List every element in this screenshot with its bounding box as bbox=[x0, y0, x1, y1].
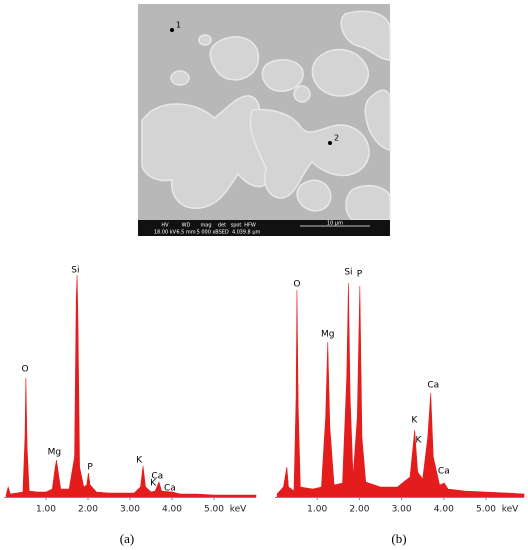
peak-label: P bbox=[87, 463, 93, 473]
info-header: HFW bbox=[244, 223, 256, 229]
peak-label: Mg bbox=[321, 330, 334, 340]
x-tick-label: 2.00 bbox=[78, 505, 98, 515]
peak-label: Ca bbox=[427, 381, 439, 391]
peak-label: K bbox=[136, 456, 143, 466]
caption: (b) bbox=[391, 531, 406, 546]
sem-point-label: 1 bbox=[176, 21, 181, 30]
info-bar bbox=[138, 220, 390, 236]
sem-point-label: 2 bbox=[334, 134, 339, 143]
spectrum bbox=[5, 274, 257, 498]
x-tick-label: 3.00 bbox=[392, 505, 412, 515]
x-tick-label: 4.00 bbox=[434, 505, 454, 515]
sem-grains bbox=[141, 10, 391, 221]
peak-label: K bbox=[411, 416, 418, 426]
x-unit: keV bbox=[230, 505, 247, 515]
peak-label: K bbox=[416, 436, 423, 446]
x-tick-label: 5.00 bbox=[476, 505, 496, 515]
x-unit: keV bbox=[502, 505, 519, 515]
peak-label: Si bbox=[344, 268, 352, 278]
x-tick-label: 5.00 bbox=[204, 505, 224, 515]
peak-label: Si bbox=[71, 266, 79, 276]
spectrum bbox=[276, 282, 525, 498]
info-value: 39.8 µm bbox=[240, 230, 261, 236]
peak-label: P bbox=[357, 270, 363, 280]
info-header: spot bbox=[231, 223, 242, 229]
x-tick-label: 1.00 bbox=[36, 505, 56, 515]
x-tick-label: 1.00 bbox=[307, 505, 327, 515]
info-header: HV bbox=[161, 223, 169, 229]
info-header: det bbox=[218, 223, 226, 229]
info-value: 18.00 kV bbox=[154, 230, 177, 236]
sem-image bbox=[138, 4, 391, 236]
sem-point bbox=[170, 28, 174, 32]
peak-label: Ca bbox=[164, 484, 176, 494]
scale-bar-label: 10 µm bbox=[327, 221, 343, 227]
peak-label: K bbox=[150, 479, 157, 489]
caption: (a) bbox=[120, 531, 134, 546]
sem-point bbox=[328, 141, 332, 145]
info-header: WD bbox=[182, 223, 191, 229]
info-value: 5 000 x bbox=[197, 230, 216, 236]
peak-label: Ca bbox=[151, 472, 163, 482]
x-tick-label: 4.00 bbox=[162, 505, 182, 515]
peak-label: O bbox=[21, 365, 28, 375]
info-value: 6.5 mm bbox=[176, 230, 195, 236]
info-value: BSED bbox=[215, 230, 229, 236]
info-header: mag bbox=[200, 223, 211, 229]
x-tick-label: 3.00 bbox=[120, 505, 140, 515]
peak-label: O bbox=[293, 280, 300, 290]
peak-label: Mg bbox=[48, 448, 61, 458]
peak-label: Ca bbox=[438, 467, 450, 477]
x-tick-label: 2.00 bbox=[349, 505, 369, 515]
info-value: 4.0 bbox=[232, 230, 240, 236]
